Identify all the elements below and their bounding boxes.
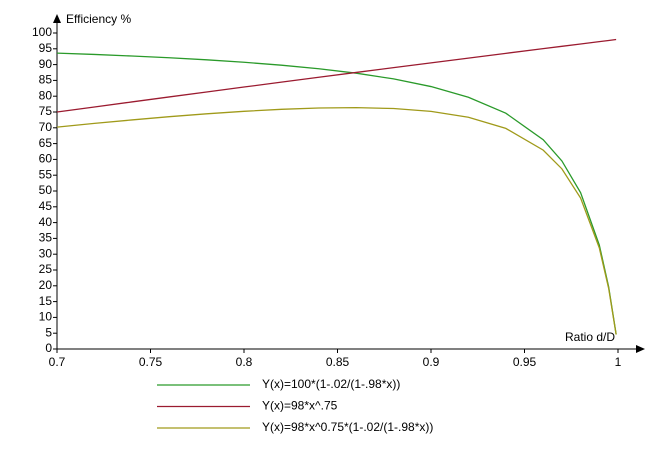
y-tick-label: 70: [39, 120, 53, 134]
legend-label: Y(x)=98*x^0.75*(1-.02/(1-.98*x)): [262, 420, 433, 434]
y-tick-label: 95: [39, 41, 53, 55]
x-axis-label: Ratio d/D: [565, 330, 615, 344]
y-tick-label: 50: [39, 183, 53, 197]
y-axis-label: Efficiency %: [66, 12, 131, 26]
x-tick-label: 0.9: [423, 355, 440, 369]
x-tick-label: 0.7: [49, 355, 66, 369]
y-tick-label: 35: [39, 231, 53, 245]
x-tick-label: 0.95: [513, 355, 537, 369]
y-tick-label: 10: [39, 310, 53, 324]
y-axis-arrow: [53, 14, 61, 23]
y-tick-label: 20: [39, 278, 53, 292]
x-tick-label: 0.85: [326, 355, 350, 369]
y-tick-label: 100: [32, 25, 52, 39]
y-tick-label: 25: [39, 262, 53, 276]
y-tick-label: 60: [39, 152, 53, 166]
legend-label: Y(x)=100*(1-.02/(1-.98*x)): [262, 377, 400, 391]
y-tick-label: 75: [39, 104, 53, 118]
y-tick-label: 15: [39, 294, 53, 308]
y-tick-label: 40: [39, 215, 53, 229]
y-tick-label: 0: [45, 341, 52, 355]
y-tick-label: 90: [39, 57, 53, 71]
series-line: [56, 38, 617, 113]
y-tick-label: 80: [39, 88, 53, 102]
y-tick-label: 5: [45, 325, 52, 339]
x-tick-label: 1: [615, 355, 622, 369]
series-line: [56, 52, 617, 335]
y-tick-label: 45: [39, 199, 53, 213]
y-tick-label: 85: [39, 73, 53, 87]
x-tick-label: 0.8: [236, 355, 253, 369]
x-tick-label: 0.75: [139, 355, 163, 369]
series-line: [56, 106, 617, 335]
y-tick-label: 65: [39, 136, 53, 150]
y-tick-label: 30: [39, 246, 53, 260]
y-tick-label: 55: [39, 167, 53, 181]
legend-label: Y(x)=98*x^.75: [262, 399, 338, 413]
x-axis-arrow: [636, 345, 645, 353]
